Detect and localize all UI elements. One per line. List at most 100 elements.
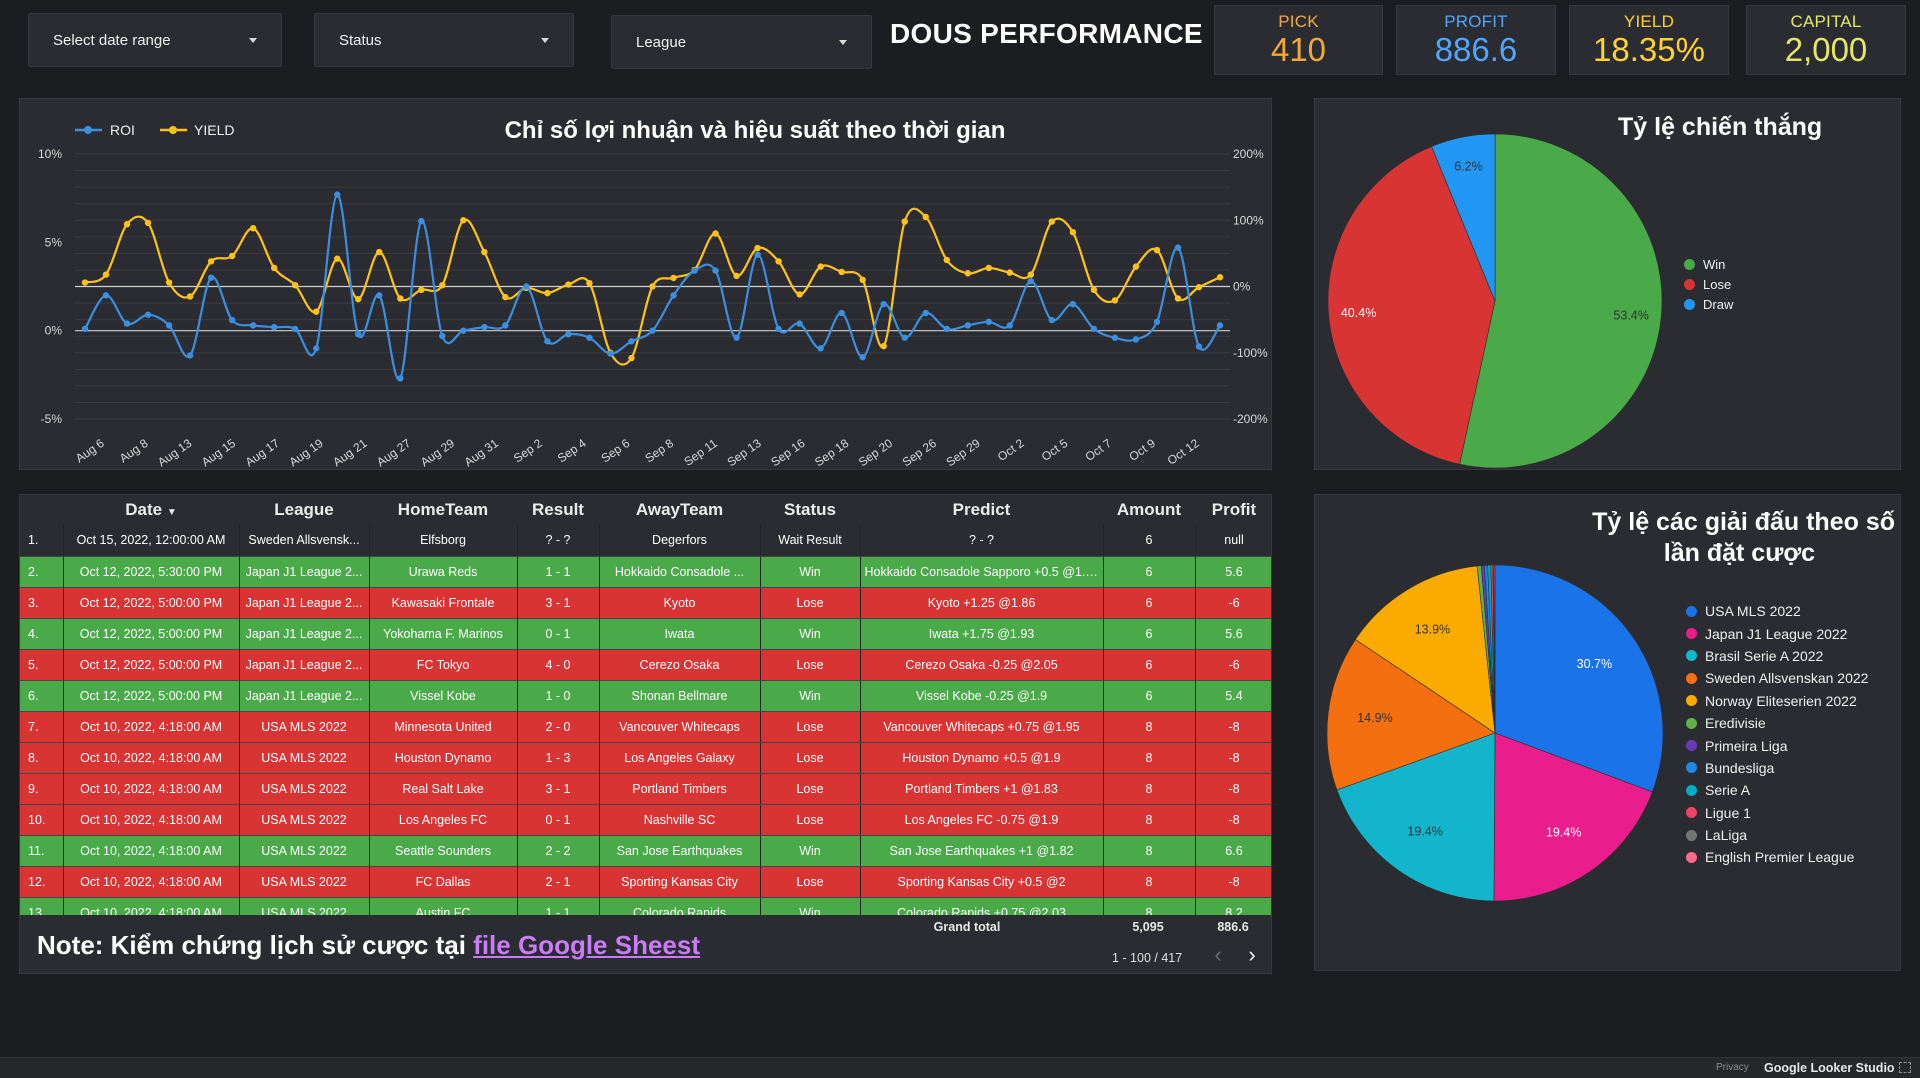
data-point-yield[interactable] (355, 295, 362, 303)
data-point-yield[interactable] (334, 255, 341, 262)
data-point-roi[interactable] (670, 292, 677, 299)
data-point-roi[interactable] (628, 338, 635, 345)
legend-item-win[interactable]: Win (1684, 254, 1733, 274)
data-point-roi[interactable] (1090, 325, 1098, 333)
data-point-roi[interactable] (1069, 300, 1077, 308)
data-point-yield[interactable] (649, 283, 656, 290)
data-point-roi[interactable] (1195, 343, 1203, 350)
line-chart[interactable]: Chỉ số lợi nhuận và hiệu suất theo thời … (20, 99, 1273, 471)
data-point-roi[interactable] (270, 323, 278, 331)
legend-item-lose[interactable]: Lose (1684, 274, 1733, 294)
data-point-yield[interactable] (796, 291, 803, 298)
data-point-roi[interactable] (985, 318, 992, 326)
data-point-yield[interactable] (81, 279, 89, 286)
data-point-yield[interactable] (880, 342, 887, 350)
data-point-yield[interactable] (249, 225, 257, 232)
data-point-roi[interactable] (397, 375, 404, 382)
data-point-yield[interactable] (712, 230, 719, 237)
data-point-roi[interactable] (355, 331, 362, 338)
data-point-roi[interactable] (796, 320, 803, 327)
data-point-yield[interactable] (1069, 228, 1077, 236)
data-point-roi[interactable] (165, 322, 173, 329)
win-rate-pie[interactable]: 53.4% 40.4% 6.2% (1315, 99, 1902, 471)
data-point-yield[interactable] (901, 218, 908, 225)
data-point-roi[interactable] (1111, 334, 1119, 341)
col-date[interactable]: Date ▼ (63, 495, 239, 525)
data-point-yield[interactable] (207, 258, 215, 265)
pie-slice[interactable] (1493, 564, 1496, 734)
table-row[interactable]: 6. Oct 12, 2022, 5:00:00 PM Japan J1 Leagu… (20, 680, 1271, 712)
legend-item-league[interactable]: Bundesliga (1686, 757, 1868, 779)
col-status[interactable]: Status (784, 500, 836, 519)
table-row[interactable]: 2. Oct 12, 2022, 5:30:00 PM Japan J1 Leagu… (20, 556, 1271, 588)
pie-slice[interactable] (1494, 564, 1664, 793)
data-point-yield[interactable] (1216, 274, 1224, 281)
col-hometeam[interactable]: HomeTeam (397, 500, 489, 519)
data-point-yield[interactable] (775, 258, 782, 265)
data-point-yield[interactable] (817, 263, 824, 270)
data-point-roi[interactable] (81, 325, 89, 333)
pie-slice[interactable] (1336, 732, 1496, 902)
legend-item-league[interactable]: Brasil Serie A 2022 (1686, 645, 1868, 667)
data-point-roi[interactable] (880, 300, 887, 308)
bets-table-viewport[interactable]: Date ▼ League HomeTeam Result AwayTeam S… (20, 495, 1271, 915)
data-point-yield[interactable] (1195, 283, 1203, 291)
data-point-roi[interactable] (1174, 244, 1182, 251)
data-point-roi[interactable] (334, 191, 341, 198)
data-point-roi[interactable] (376, 292, 383, 299)
col-profit[interactable]: Profit (1211, 500, 1257, 519)
data-point-roi[interactable] (607, 350, 614, 357)
data-point-roi[interactable] (207, 274, 215, 281)
legend-item-league[interactable]: English Premier League (1686, 846, 1868, 868)
data-point-roi[interactable] (838, 309, 845, 317)
data-point-roi[interactable] (859, 353, 866, 361)
data-point-yield[interactable] (439, 281, 446, 289)
data-point-roi[interactable] (523, 283, 530, 290)
data-point-yield[interactable] (670, 274, 677, 282)
data-point-roi[interactable] (733, 334, 740, 341)
data-point-roi[interactable] (922, 309, 929, 317)
data-point-roi[interactable] (249, 322, 257, 329)
data-point-roi[interactable] (1027, 278, 1035, 285)
data-point-yield[interactable] (228, 252, 236, 260)
status-filter[interactable]: Status (314, 13, 574, 67)
data-point-roi[interactable] (439, 332, 446, 340)
data-point-yield[interactable] (628, 354, 635, 362)
data-point-yield[interactable] (102, 271, 110, 278)
data-point-yield[interactable] (144, 219, 152, 227)
data-point-yield[interactable] (1174, 295, 1182, 302)
data-point-yield[interactable] (1048, 218, 1056, 225)
data-point-yield[interactable] (376, 248, 383, 256)
data-point-yield[interactable] (544, 289, 551, 297)
data-point-yield[interactable] (586, 279, 593, 287)
data-point-yield[interactable] (1006, 269, 1014, 276)
col-result[interactable]: Result (532, 500, 584, 519)
data-point-roi[interactable] (775, 325, 782, 333)
legend-item-league[interactable]: Japan J1 League 2022 (1686, 622, 1868, 644)
col-predict[interactable]: Predict (952, 500, 1011, 519)
prev-page-icon[interactable]: ‹ (1214, 942, 1222, 967)
table-row[interactable]: 3. Oct 12, 2022, 5:00:00 PM Japan J1 Leagu… (20, 587, 1271, 619)
table-row[interactable]: 13. Oct 10, 2022, 4:18:00 AM USA MLS 2022 A… (20, 897, 1271, 915)
data-point-roi[interactable] (586, 334, 593, 341)
data-point-roi[interactable] (313, 345, 320, 352)
table-row[interactable]: 7. Oct 10, 2022, 4:18:00 AM USA MLS 2022 Mi… (20, 711, 1271, 743)
data-point-roi[interactable] (943, 325, 950, 333)
data-point-roi[interactable] (228, 316, 236, 324)
table-row[interactable]: 1. Oct 15, 2022, 12:00:00 AM Sweden Allsve… (20, 525, 1271, 557)
data-point-roi[interactable] (102, 292, 110, 299)
table-row[interactable]: 4. Oct 12, 2022, 5:00:00 PM Japan J1 Leagu… (20, 618, 1271, 650)
data-point-yield[interactable] (733, 272, 740, 280)
legend-item-league[interactable]: Primeira Liga (1686, 734, 1868, 756)
data-point-roi[interactable] (1048, 316, 1056, 324)
col-league[interactable]: League (274, 500, 334, 519)
data-point-roi[interactable] (481, 323, 488, 331)
data-point-roi[interactable] (418, 217, 425, 225)
data-point-roi[interactable] (544, 338, 551, 345)
legend-item-league[interactable]: Eredivisie (1686, 712, 1868, 734)
data-point-yield[interactable] (754, 244, 761, 252)
col-amount[interactable]: Amount (1116, 500, 1182, 519)
data-point-roi[interactable] (144, 311, 152, 318)
data-point-yield[interactable] (502, 293, 509, 301)
data-point-yield[interactable] (1027, 271, 1035, 278)
